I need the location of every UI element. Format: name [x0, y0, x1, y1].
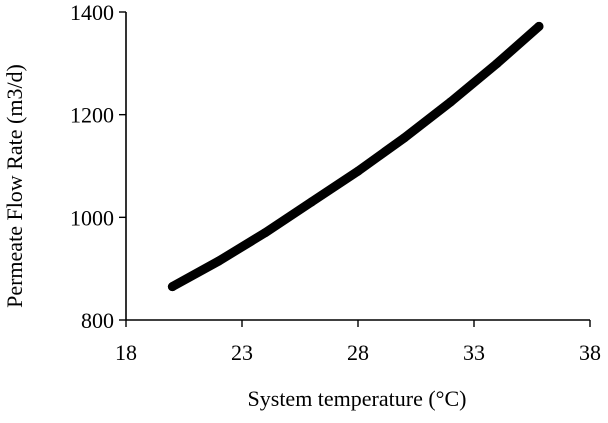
x-tick-label: 33	[463, 340, 485, 365]
series-line	[167, 21, 544, 292]
y-tick-label: 1400	[70, 0, 114, 25]
tick-marks	[119, 11, 591, 327]
data-point	[446, 97, 456, 107]
y-tick-label: 1000	[70, 205, 114, 230]
series-layer	[167, 21, 544, 292]
tick-labels: 18 23 28 33 38 800 1000 1200 1400	[70, 0, 601, 365]
data-point	[214, 256, 224, 266]
data-point	[307, 197, 317, 207]
x-tick-label: 18	[115, 340, 137, 365]
data-point	[260, 228, 270, 238]
data-point	[167, 282, 177, 292]
y-axis-title: Permeate Flow Rate (m3/d)	[2, 64, 27, 308]
y-tick-label: 800	[81, 308, 114, 333]
x-tick-label: 28	[347, 340, 369, 365]
data-point	[399, 133, 409, 143]
data-point	[492, 58, 502, 68]
x-axis-title: System temperature (°C)	[248, 386, 467, 411]
data-point	[353, 166, 363, 176]
x-tick-label: 23	[231, 340, 253, 365]
x-tick-label: 38	[579, 340, 601, 365]
data-point	[534, 21, 544, 31]
y-tick-label: 1200	[70, 103, 114, 128]
